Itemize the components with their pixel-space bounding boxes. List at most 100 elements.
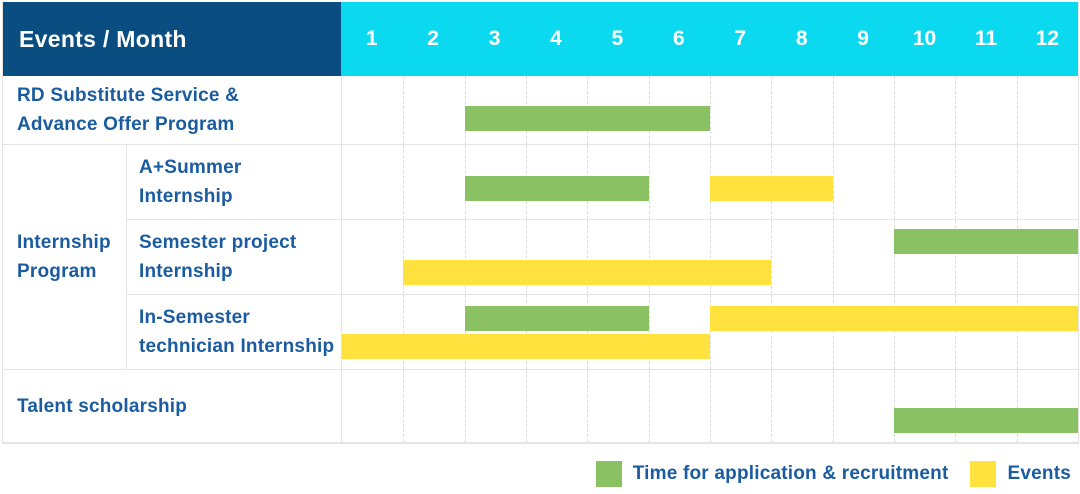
month-gridline <box>526 220 527 294</box>
row-label-line: Advance Offer Program <box>17 114 235 135</box>
month-gridline <box>832 295 834 369</box>
month-gridline <box>710 295 711 369</box>
month-label: 10 <box>912 27 937 50</box>
row-label-line: technician Internship <box>139 336 335 357</box>
row-label-line: In-Semester <box>139 307 250 328</box>
month-gridline <box>403 76 405 144</box>
gantt-schedule-chart: Events / Month 1 2 3 4 5 6 7 8 9 10 11 12 RD Substi… <box>2 2 1079 487</box>
month-label: 4 <box>550 27 562 50</box>
header-title: Events / Month <box>19 25 187 52</box>
month-gridline <box>464 220 466 294</box>
month-gridline <box>710 220 711 294</box>
row-label-line: Semester project <box>139 232 297 253</box>
month-gridline <box>526 370 527 442</box>
application-bar <box>464 176 649 201</box>
month-gridline <box>771 370 773 442</box>
month-gridline <box>955 295 957 369</box>
month-label: 1 <box>365 27 378 50</box>
row-sublabel: A+Summer Internship <box>126 145 341 220</box>
application-bar <box>464 106 710 131</box>
row-label-line: RD Substitute Service & <box>17 85 240 106</box>
row-timeline <box>341 76 1078 145</box>
month-gridline <box>1016 76 1018 144</box>
row-label-line: Internship <box>139 261 233 282</box>
event-bar <box>710 176 833 201</box>
month-gridline <box>832 370 834 442</box>
event-bar <box>710 306 1078 331</box>
month-gridline <box>832 145 834 219</box>
month-gridline <box>894 145 895 219</box>
month-gridline <box>648 220 650 294</box>
month-gridline <box>832 76 834 144</box>
event-bar <box>403 260 772 285</box>
month-label: 7 <box>734 27 747 50</box>
month-label: 9 <box>857 27 869 50</box>
month-gridline <box>894 76 895 144</box>
row-group-label: Internship Program <box>3 145 126 370</box>
month-gridline <box>1016 370 1018 442</box>
event-swatch <box>970 461 997 487</box>
month-label: 8 <box>795 27 808 50</box>
month-gridline <box>955 145 957 219</box>
month-gridline <box>894 220 895 294</box>
month-label: 12 <box>1035 27 1060 50</box>
legend-item: Events <box>970 461 1071 487</box>
month-gridline <box>955 370 957 442</box>
month-gridline <box>1016 145 1018 219</box>
row-label: Talent scholarship <box>3 370 341 443</box>
legend-item: Time for application & recruitment <box>595 461 949 487</box>
month-label: 3 <box>488 27 501 50</box>
application-bar <box>894 408 1078 433</box>
month-gridline <box>771 295 773 369</box>
month-gridline <box>403 370 405 442</box>
month-gridline <box>587 370 589 442</box>
month-gridline <box>1016 295 1018 369</box>
row-timeline <box>341 145 1078 220</box>
group-label-line: Program <box>17 261 97 282</box>
row-sublabel: Semester project Internship <box>126 220 341 295</box>
month-gridline <box>710 76 711 144</box>
legend: Time for application & recruitment Events <box>595 461 1071 487</box>
month-label: 11 <box>974 27 998 50</box>
row-sublabel: In-Semester technician Internship <box>126 295 341 370</box>
legend-label: Time for application & recruitment <box>632 463 949 484</box>
month-gridline <box>955 76 957 144</box>
month-gridline <box>771 76 773 144</box>
group-label-line: Internship <box>17 232 111 253</box>
month-gridline <box>771 220 773 294</box>
event-bar <box>342 334 710 359</box>
row-label-line: A+Summer <box>139 157 242 178</box>
application-bar <box>464 306 649 331</box>
schedule-table: Events / Month 1 2 3 4 5 6 7 8 9 10 11 12 RD Substi… <box>2 2 1079 444</box>
month-gridline <box>403 220 405 294</box>
month-gridline <box>710 370 711 442</box>
month-gridline <box>894 370 895 442</box>
month-label: 5 <box>611 27 624 50</box>
header-events-month-cell: Events / Month <box>3 2 341 76</box>
month-label: 6 <box>672 27 685 50</box>
row-label-line: Talent scholarship <box>17 395 188 417</box>
application-swatch <box>595 461 622 487</box>
month-gridline <box>526 295 527 369</box>
month-gridline <box>587 295 589 369</box>
row-timeline <box>341 295 1078 370</box>
month-gridline <box>403 295 405 369</box>
month-gridline <box>587 220 589 294</box>
application-bar <box>894 229 1078 254</box>
month-gridline <box>832 220 834 294</box>
row-label-line: Internship <box>139 186 233 207</box>
month-gridline <box>403 145 405 219</box>
legend-label: Events <box>1007 463 1071 484</box>
month-gridline <box>955 220 957 294</box>
row-label: RD Substitute Service & Advance Offer Pro… <box>3 76 341 145</box>
month-gridline <box>648 145 650 219</box>
month-gridline <box>464 370 466 442</box>
month-label: 2 <box>427 27 439 50</box>
month-gridline <box>648 370 650 442</box>
row-timeline <box>341 370 1078 443</box>
month-gridline <box>894 295 895 369</box>
row-timeline <box>341 220 1078 295</box>
month-gridline <box>1016 220 1018 294</box>
month-gridline <box>648 295 650 369</box>
month-gridline <box>464 295 466 369</box>
